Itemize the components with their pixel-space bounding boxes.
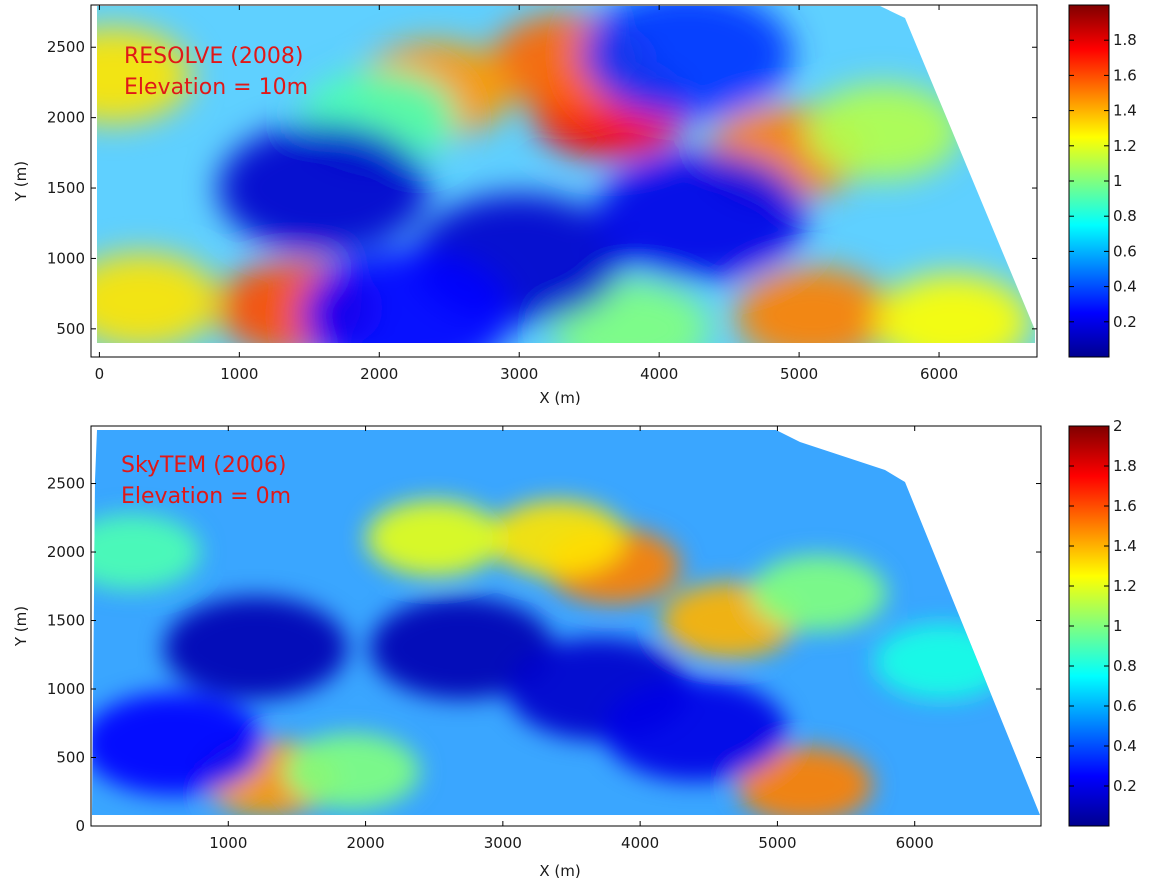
colorbar-tick-label: 0.8 [1113, 207, 1137, 225]
y-tick-label: 0 [75, 817, 85, 835]
heatmap-cell-low [603, 678, 787, 782]
colorbar-tick-label: 0.2 [1113, 313, 1137, 331]
colorbar-tick-label: 1.8 [1113, 457, 1137, 475]
heatmap-cell-low [581, 6, 793, 120]
colorbar-tick-label: 1.4 [1113, 537, 1137, 555]
y-tick-label: 1000 [47, 249, 85, 267]
heatmap-cell-high [735, 266, 892, 343]
plot-frame [90, 4, 1038, 358]
heatmap-cell-high [489, 500, 626, 577]
y-tick-label: 500 [56, 320, 85, 338]
annotation-elevation: Elevation = 10m [124, 75, 308, 100]
heatmap-cell-high [366, 500, 503, 577]
annotation-dataset: SkyTEM (2006) [121, 453, 286, 478]
x-tick-label: 5000 [758, 834, 796, 852]
heatmap-cell-high [750, 555, 887, 632]
y-tick-label: 2000 [47, 109, 85, 127]
colorbar-tick-label: 0.4 [1113, 278, 1137, 296]
x-tick-label: 3000 [484, 834, 522, 852]
heatmap-cell-high [97, 252, 220, 343]
heatmap-cell-high [805, 83, 962, 180]
heatmap-cell-low [163, 596, 348, 700]
colorbar-tick-label: 1.4 [1113, 102, 1137, 120]
x-tick-label: 1000 [209, 834, 247, 852]
colorbar-tick-label: 1.6 [1113, 497, 1137, 515]
colorbar-tick-label: 1.8 [1113, 31, 1137, 49]
x-tick-label: 2000 [360, 365, 398, 383]
heatmap-panel-skytem: 1000 2000 3000 4000 5000 6000 0 500 1000 1500 200… [12, 417, 1137, 880]
colorbar-tick-label: 1.2 [1113, 137, 1137, 155]
colorbar-tick-label: 1.2 [1113, 577, 1137, 595]
colorbar [1068, 4, 1110, 358]
heatmap-cell-high [875, 273, 1031, 343]
heatmap-cell-high [97, 27, 192, 124]
colorbar-tick-label: 0.8 [1113, 657, 1137, 675]
heatmap-cell-high [283, 733, 420, 810]
colorbar [1068, 425, 1110, 827]
y-tick-label: 1000 [47, 680, 85, 698]
heatmap-cell-low [92, 692, 266, 796]
heatmap-panel-resolve: 0 1000 2000 3000 4000 5000 6000 500 1000 1500 200… [12, 4, 1137, 407]
annotation-elevation: Elevation = 0m [121, 484, 291, 509]
heatmap-cell-low [302, 249, 513, 343]
y-tick-label: 1500 [47, 179, 85, 197]
heatmap-cell-low [595, 151, 807, 281]
x-axis-label: X (m) [539, 389, 580, 407]
heatmap-cell-low [369, 596, 554, 700]
colorbar-tick-label: 0.6 [1113, 697, 1137, 715]
x-tick-label: 2000 [346, 834, 384, 852]
annotation-dataset: RESOLVE (2008) [124, 44, 303, 69]
x-axis-label: X (m) [539, 862, 580, 880]
x-tick-label: 4000 [640, 365, 678, 383]
colorbar-tick-label: 0.6 [1113, 242, 1137, 260]
heatmap-cell-high [736, 746, 873, 815]
colorbar-tick-label: 1 [1113, 617, 1123, 635]
colorbar-tick-label: 0.4 [1113, 737, 1137, 755]
heatmap-cell-high [92, 514, 201, 590]
y-tick-label: 2500 [47, 38, 85, 56]
plot-frame [90, 425, 1042, 827]
x-tick-label: 3000 [500, 365, 538, 383]
colorbar-tick-label: 1.6 [1113, 66, 1137, 84]
x-tick-label: 5000 [780, 365, 818, 383]
heatmap-cell-low [217, 123, 429, 253]
x-tick-label: 4000 [621, 834, 659, 852]
x-tick-label: 0 [95, 365, 105, 383]
colorbar-tick-label: 2 [1113, 417, 1123, 435]
x-tick-label: 1000 [220, 365, 258, 383]
colorbar-tick-label: 1 [1113, 172, 1123, 190]
y-axis-label: Y (m) [12, 161, 30, 202]
y-tick-label: 500 [56, 749, 85, 767]
colorbar-tick-label: 0.2 [1113, 777, 1137, 795]
x-tick-label: 6000 [920, 365, 958, 383]
y-axis-label: Y (m) [12, 606, 30, 647]
y-tick-label: 2500 [47, 475, 85, 493]
y-tick-label: 1500 [47, 612, 85, 630]
y-tick-label: 2000 [47, 543, 85, 561]
x-tick-label: 6000 [896, 834, 934, 852]
